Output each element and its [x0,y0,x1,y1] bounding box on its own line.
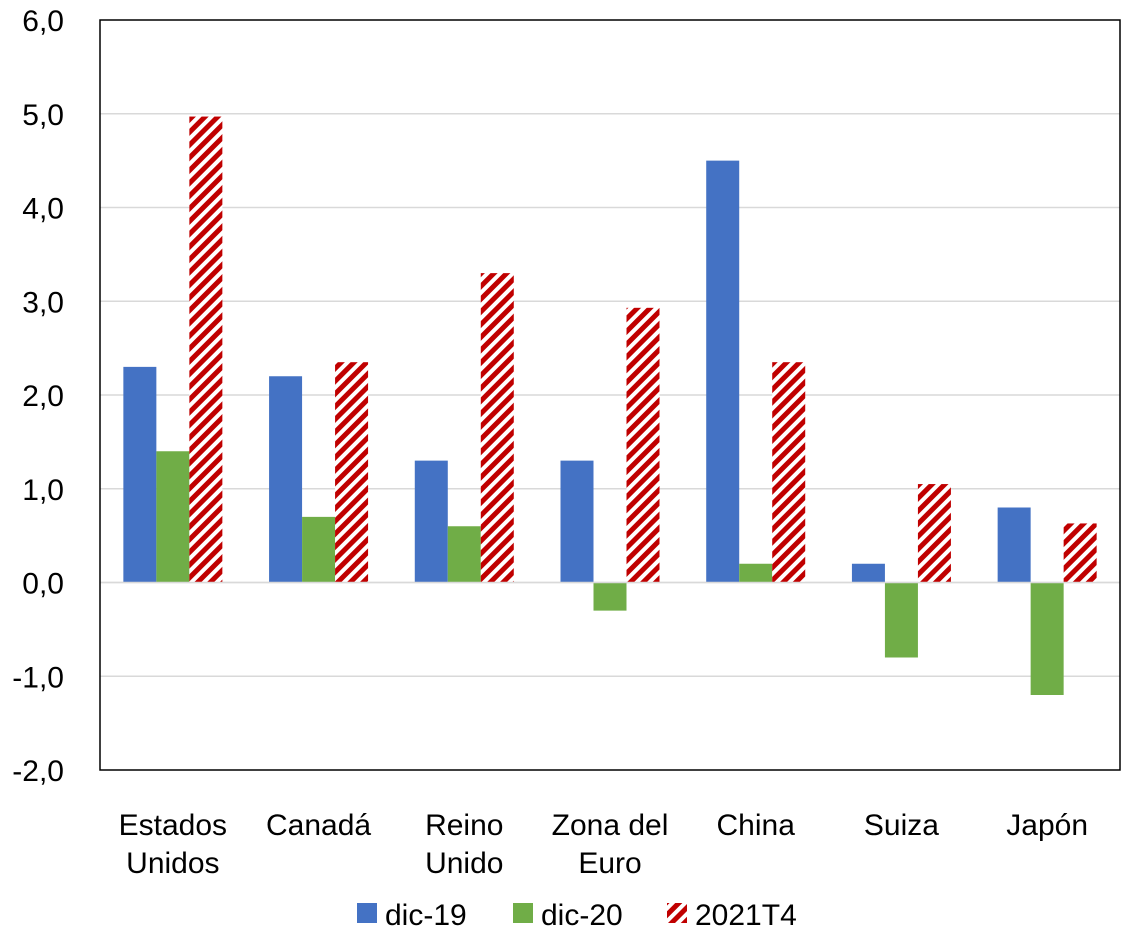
x-tick-label: Japón [1006,809,1088,842]
bar-2021t4 [772,362,806,583]
bar-dic-19 [269,376,303,583]
y-tick-label: 0,0 [22,568,64,601]
y-tick-label: 5,0 [22,99,64,132]
x-tick-label: Zona del Euro [552,809,669,880]
tick-labels: -2,0 -1,0 0,0 1,0 2,0 3,0 4,0 5,0 6,0 Estados Unid… [12,5,1088,880]
legend-swatch-dic-20 [513,903,533,923]
y-tick-label: -1,0 [12,661,64,694]
x-tick-label: Suiza [864,809,939,842]
bar-2021t4 [626,307,660,583]
bar-dic-20 [302,516,336,583]
legend: dic-19 dic-20 2021T4 [357,899,797,932]
x-tick-label: China [717,809,796,842]
y-tick-label: 1,0 [22,474,64,507]
axes [99,19,1121,771]
x-tick-label: Canadá [266,809,371,842]
bar-dic-19 [997,507,1031,583]
bar-dic-20 [1030,582,1064,695]
bar-2021t4 [335,362,369,583]
bar-dic-20 [156,451,190,583]
bar-dic-20 [739,563,773,583]
y-tick-label: -2,0 [12,755,64,788]
bar-2021t4 [189,116,223,583]
bar-2021t4 [1063,523,1097,583]
legend-label: 2021T4 [695,899,797,932]
bar-dic-19 [851,563,885,583]
bar-dic-20 [593,582,627,611]
x-tick-label: Estados Unidos [119,809,227,880]
plot-frame [99,19,1121,771]
bar-dic-20 [884,582,918,658]
bar-dic-19 [123,366,157,583]
legend-label: dic-20 [541,899,623,932]
legend-swatch-dic-19 [357,903,377,923]
bar-dic-19 [414,460,448,583]
bar-2021t4 [917,484,951,583]
bar-dic-20 [447,526,481,583]
bar-dic-19 [706,160,740,583]
legend-label: dic-19 [385,899,467,932]
y-tick-label: 6,0 [22,5,64,38]
x-tick-label: Reino Unido [425,809,503,880]
legend-swatch-2021t4 [667,903,687,923]
bars [123,116,1097,695]
y-tick-label: 3,0 [22,286,64,319]
bar-2021t4 [480,273,514,583]
y-tick-label: 2,0 [22,380,64,413]
y-tick-label: 4,0 [22,193,64,226]
bar-dic-19 [560,460,594,583]
